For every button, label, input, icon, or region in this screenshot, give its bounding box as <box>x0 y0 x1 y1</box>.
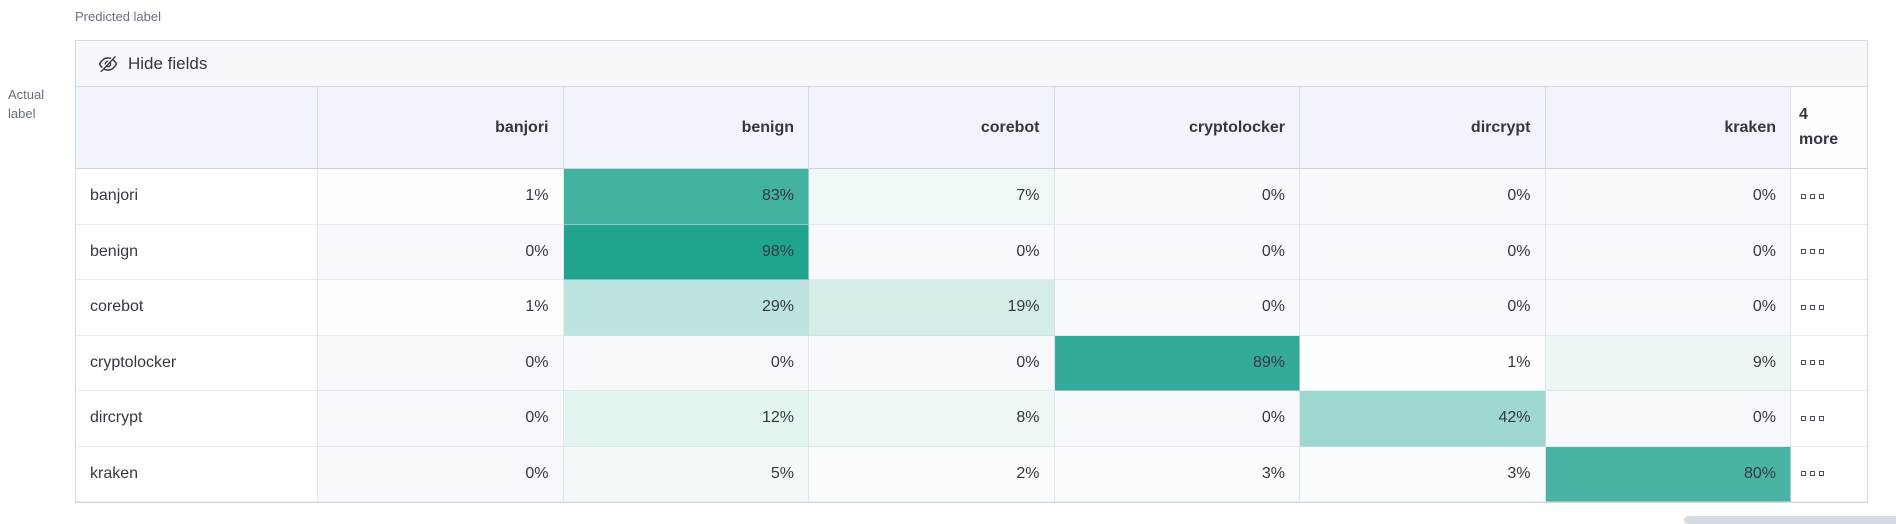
matrix-cell-benign-cryptolocker: 0% <box>1054 224 1300 280</box>
row-more-cells-button-corebot[interactable] <box>1791 280 1867 336</box>
row-more-cells-button-banjori[interactable] <box>1791 169 1867 225</box>
matrix-cell-dircrypt-kraken: 0% <box>1545 391 1791 447</box>
confusion-matrix: banjori benign corebot cryptolocker dircrypt… <box>76 87 1867 502</box>
matrix-cell-kraken-corebot: 2% <box>809 446 1055 502</box>
row-more-cells-button-benign[interactable] <box>1791 224 1867 280</box>
matrix-cell-banjori-kraken: 0% <box>1545 169 1791 225</box>
matrix-cell-dircrypt-dircrypt: 42% <box>1300 391 1546 447</box>
matrix-cell-kraken-banjori: 0% <box>318 446 564 502</box>
header-cell-kraken[interactable]: kraken <box>1545 87 1791 169</box>
matrix-cell-corebot-kraken: 0% <box>1545 280 1791 336</box>
actual-axis-label: Actual label <box>8 87 45 121</box>
matrix-cell-benign-corebot: 0% <box>809 224 1055 280</box>
matrix-cell-banjori-corebot: 7% <box>809 169 1055 225</box>
boxes-horizontal-icon <box>1801 360 1824 366</box>
boxes-horizontal-icon <box>1801 304 1824 310</box>
matrix-cell-dircrypt-banjori: 0% <box>318 391 564 447</box>
row-more-cells-button-dircrypt[interactable] <box>1791 391 1867 447</box>
hide-fields-label: Hide fields <box>128 53 208 73</box>
row-more-cells-button-kraken[interactable] <box>1791 446 1867 502</box>
boxes-horizontal-icon <box>1801 193 1824 199</box>
matrix-cell-cryptolocker-dircrypt: 1% <box>1300 335 1546 391</box>
matrix-cell-benign-dircrypt: 0% <box>1300 224 1546 280</box>
matrix-cell-cryptolocker-cryptolocker: 89% <box>1054 335 1300 391</box>
matrix-cell-dircrypt-benign: 12% <box>563 391 809 447</box>
matrix-cell-banjori-benign: 83% <box>563 169 809 225</box>
boxes-horizontal-icon <box>1801 249 1824 255</box>
boxes-horizontal-icon <box>1801 415 1824 421</box>
matrix-cell-cryptolocker-kraken: 9% <box>1545 335 1791 391</box>
matrix-cell-banjori-cryptolocker: 0% <box>1054 169 1300 225</box>
row-label-cryptolocker: cryptolocker <box>76 335 318 391</box>
columns-hidden-header-button[interactable]: 4 more <box>1791 87 1867 169</box>
matrix-cell-corebot-corebot: 19% <box>809 280 1055 336</box>
hidden-columns-word: more <box>1799 130 1839 148</box>
matrix-cell-cryptolocker-benign: 0% <box>563 335 809 391</box>
horizontal-scrollbar-thumb[interactable] <box>1684 516 1896 524</box>
boxes-horizontal-icon <box>1801 471 1824 477</box>
row-more-cells-button-cryptolocker[interactable] <box>1791 335 1867 391</box>
matrix-cell-dircrypt-corebot: 8% <box>809 391 1055 447</box>
hidden-columns-count: 4 <box>1799 105 1808 123</box>
matrix-cell-corebot-cryptolocker: 0% <box>1054 280 1300 336</box>
matrix-cell-banjori-banjori: 1% <box>318 169 564 225</box>
matrix-cell-kraken-kraken: 80% <box>1545 446 1791 502</box>
predicted-axis-label: Predicted label <box>75 9 161 24</box>
matrix-cell-kraken-dircrypt: 3% <box>1300 446 1546 502</box>
confusion-matrix-panel: Hide fields banjori benign corebot cryptolo… <box>75 40 1868 503</box>
matrix-cell-cryptolocker-banjori: 0% <box>318 335 564 391</box>
row-label-kraken: kraken <box>76 446 318 502</box>
hide-fields-button[interactable]: Hide fields <box>90 48 215 80</box>
matrix-cell-corebot-benign: 29% <box>563 280 809 336</box>
matrix-cell-dircrypt-cryptolocker: 0% <box>1054 391 1300 447</box>
grid-toolbar: Hide fields <box>76 41 1867 87</box>
header-cell-actual-labels <box>76 87 318 169</box>
matrix-cell-kraken-cryptolocker: 3% <box>1054 446 1300 502</box>
matrix-cell-banjori-dircrypt: 0% <box>1300 169 1546 225</box>
matrix-cell-corebot-banjori: 1% <box>318 280 564 336</box>
matrix-cell-benign-benign: 98% <box>563 224 809 280</box>
header-cell-cryptolocker[interactable]: cryptolocker <box>1054 87 1300 169</box>
header-cell-corebot[interactable]: corebot <box>809 87 1055 169</box>
row-label-banjori: banjori <box>76 169 318 225</box>
header-cell-benign[interactable]: benign <box>563 87 809 169</box>
matrix-cell-benign-kraken: 0% <box>1545 224 1791 280</box>
matrix-cell-cryptolocker-corebot: 0% <box>809 335 1055 391</box>
row-label-benign: benign <box>76 224 318 280</box>
header-cell-dircrypt[interactable]: dircrypt <box>1300 87 1546 169</box>
eye-closed-icon <box>98 54 118 74</box>
matrix-cell-benign-banjori: 0% <box>318 224 564 280</box>
matrix-cell-kraken-benign: 5% <box>563 446 809 502</box>
header-cell-banjori[interactable]: banjori <box>318 87 564 169</box>
matrix-cell-corebot-dircrypt: 0% <box>1300 280 1546 336</box>
row-label-corebot: corebot <box>76 280 318 336</box>
row-label-dircrypt: dircrypt <box>76 391 318 447</box>
